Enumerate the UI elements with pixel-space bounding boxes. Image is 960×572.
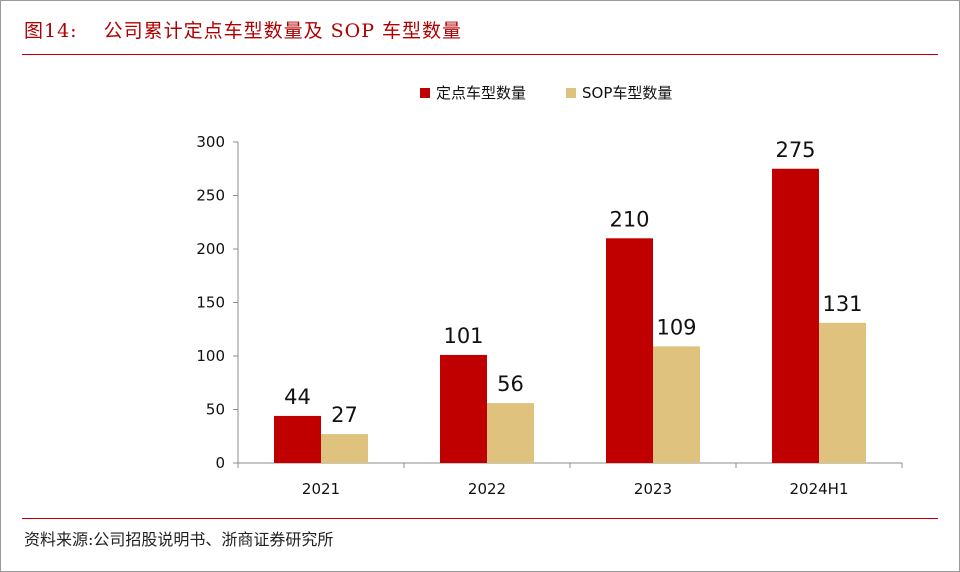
y-tick-label: 150 <box>196 294 225 312</box>
y-tick-label: 200 <box>196 240 225 258</box>
data-label: 56 <box>497 372 524 396</box>
figure-title: 图14: 公司累计定点车型数量及 SOP 车型数量 <box>24 16 462 43</box>
x-category-label: 2022 <box>468 480 506 498</box>
x-axis: 2021 2022 2023 2024H1 <box>237 462 903 498</box>
y-tick-label: 50 <box>206 401 225 419</box>
source-rule <box>22 518 938 519</box>
data-label: 27 <box>331 403 358 427</box>
data-label: 44 <box>284 385 311 409</box>
bar-sop <box>321 434 368 463</box>
data-label: 109 <box>656 315 696 339</box>
legend: 定点车型数量 SOP车型数量 <box>420 84 672 102</box>
bar-designated <box>606 238 653 463</box>
data-label: 210 <box>609 207 649 231</box>
data-label: 131 <box>822 292 862 316</box>
x-category-label: 2023 <box>634 480 672 498</box>
source-note: 资料来源:公司招股说明书、浙商证券研究所 <box>24 530 334 549</box>
figure-title-text: 公司累计定点车型数量及 SOP 车型数量 <box>103 20 463 42</box>
title-rule <box>22 54 938 55</box>
bar-sop <box>653 346 700 463</box>
legend-label: SOP车型数量 <box>582 84 672 102</box>
data-label: 275 <box>775 138 815 162</box>
legend-swatch <box>420 88 430 98</box>
bar-sop <box>487 403 534 463</box>
y-tick-label: 0 <box>215 454 225 472</box>
data-label: 101 <box>443 324 483 348</box>
y-tick-label: 100 <box>196 347 225 365</box>
y-axis: 0 50 100 150 200 250 300 <box>196 133 239 472</box>
y-tick-label: 250 <box>196 187 225 205</box>
bar-designated <box>274 415 321 463</box>
x-category-label: 2024H1 <box>790 480 849 498</box>
bars: 44 27 101 56 210 109 275 131 <box>274 138 866 463</box>
bar-designated <box>772 168 819 463</box>
bar-sop <box>819 322 866 463</box>
legend-label: 定点车型数量 <box>436 84 526 102</box>
legend-swatch <box>566 88 576 98</box>
figure-number: 图14: <box>24 20 78 42</box>
y-tick-label: 300 <box>196 133 225 151</box>
bar-designated <box>440 354 487 463</box>
x-category-label: 2021 <box>302 480 340 498</box>
